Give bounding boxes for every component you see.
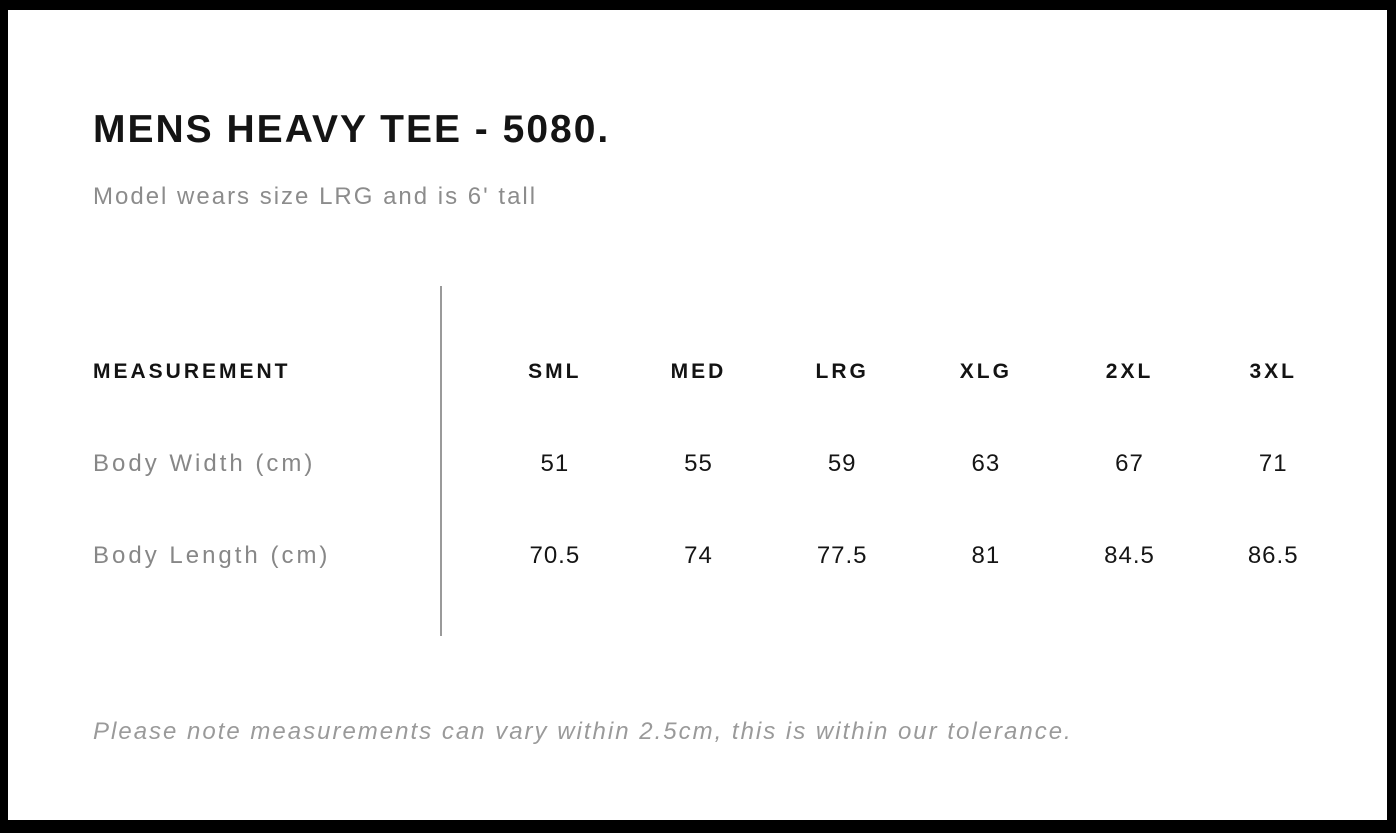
vertical-divider [440, 285, 442, 636]
row-label-body-width: Body Width (cm) [93, 449, 316, 477]
body-length-xlg: 81 [971, 541, 1001, 569]
column-header-3xl: 3XL [1249, 359, 1297, 383]
column-header-measurement: MEASUREMENT [93, 359, 291, 383]
column-header-2xl: 2XL [1105, 359, 1154, 383]
body-width-lrg: 59 [827, 449, 857, 477]
body-length-3xl: 86.5 [1247, 541, 1299, 569]
body-length-2xl: 84.5 [1104, 541, 1155, 569]
body-width-2xl: 67 [1115, 449, 1144, 477]
size-header-cells: SML MED LRG XLG 2XL 3XL [440, 360, 1387, 384]
table-row-body-width: Body Width (cm) 51 55 59 63 67 71 [93, 418, 1387, 510]
body-length-med: 74 [684, 541, 713, 569]
size-table: MEASUREMENT SML MED LRG XLG 2XL 3XL Body… [93, 285, 1387, 636]
body-width-cells: 51 55 59 63 67 71 [440, 450, 1387, 478]
model-size-info: Model wears size LRG and is 6' tall [93, 183, 538, 210]
body-length-lrg: 77.5 [816, 541, 868, 569]
body-width-3xl: 71 [1258, 449, 1288, 477]
page-title: MENS HEAVY TEE - 5080. [93, 108, 611, 151]
column-header-xlg: XLG [959, 359, 1012, 383]
body-width-xlg: 63 [971, 449, 1001, 477]
body-length-sml: 70.5 [529, 541, 581, 569]
column-header-med: MED [670, 359, 727, 383]
table-row-body-length: Body Length (cm) 70.5 74 77.5 81 84.5 86… [93, 510, 1387, 602]
column-header-sml: SML [528, 359, 582, 383]
column-header-lrg: LRG [815, 359, 869, 383]
row-label-body-length: Body Length (cm) [93, 541, 331, 569]
body-width-med: 55 [684, 449, 713, 477]
tolerance-note: Please note measurements can vary within… [93, 717, 1073, 745]
body-length-cells: 70.5 74 77.5 81 84.5 86.5 [440, 542, 1387, 570]
body-width-sml: 51 [540, 449, 570, 477]
table-header-row: MEASUREMENT SML MED LRG XLG 2XL 3XL [93, 326, 1387, 418]
